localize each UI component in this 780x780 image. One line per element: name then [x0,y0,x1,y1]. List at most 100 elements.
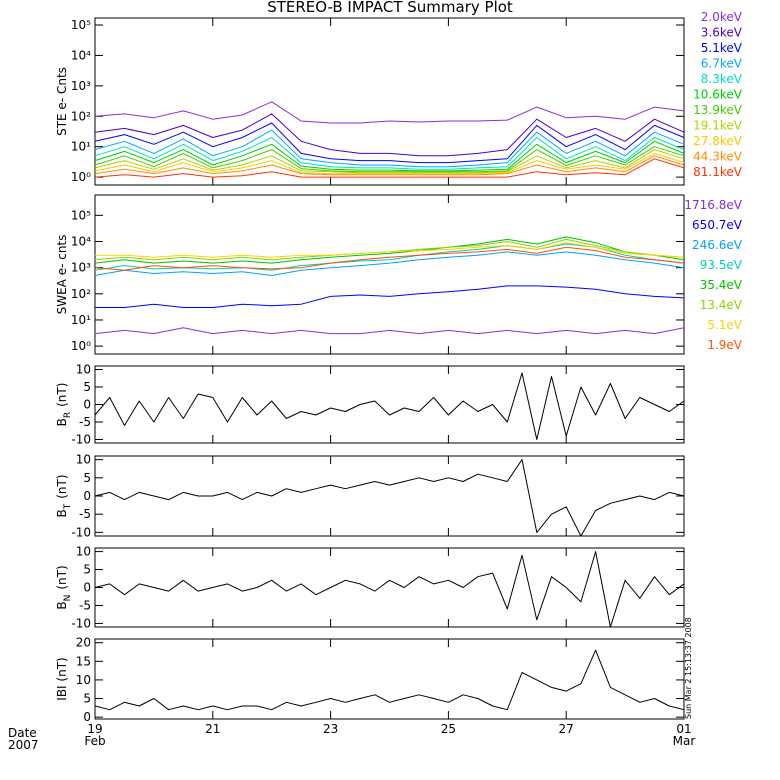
data-line [95,285,685,308]
y-tick-label: 0 [83,581,91,595]
x-tick-label: 23 [323,722,338,736]
y-tick-label: 20 [76,636,91,650]
data-line [94,236,685,264]
y-tick-label: 0 [83,710,91,724]
legend-entry: 27.8keV [693,134,743,148]
plot-frame [94,547,685,628]
data-line [94,251,685,276]
legend-entry: 44.3keV [693,150,743,164]
data-line [94,137,685,170]
data-line [94,152,685,175]
y-tick-label: 5 [83,563,91,577]
y-label-sub: R [63,412,73,418]
data-line [94,149,685,174]
y-label-sub: N [63,595,73,602]
y-label-main: IBI (nT) [55,657,69,700]
plot-frame [94,638,685,720]
y-tick-label: -10 [71,616,91,630]
data-line [94,459,685,537]
legend-entry: 13.4eV [700,298,743,312]
data-line [94,649,685,711]
y-tick-label: 5 [83,471,91,485]
data-line [94,146,685,173]
y-tick-label: 0 [83,398,91,412]
x-tick-label: 25 [441,722,456,736]
y-tick-label: 10⁰ [71,339,91,353]
y-tick-label: 10 [76,453,91,467]
legend-entry: 1.9eV [707,338,742,352]
y-tick-label: 10³ [71,79,91,93]
y-tick-label: -10 [71,525,91,539]
y-tick-label: 10 [76,673,91,687]
data-line [94,327,685,335]
y-tick-label: -5 [79,415,91,429]
y-tick-label: 10 [76,545,91,559]
timestamp: Sun Mar 2 15:13:37 2008 [684,617,693,719]
y-tick-label: 10⁵ [71,208,91,222]
plot-frame [94,455,685,537]
data-line [94,113,685,157]
data-line [94,122,685,164]
x-tick-label: 21 [205,722,220,736]
data-line [94,551,685,628]
y-tick-label: 10⁰ [71,170,91,184]
legend-entry: 35.4eV [700,278,743,292]
y-label-unit: (nT) [55,474,69,498]
data-line [94,155,685,176]
x-tick-sublabel: Mar [673,734,696,748]
y-axis-label: BR (nT) [55,383,73,427]
x-tick-label: 01 [676,722,691,736]
legend-entry: 10.6keV [693,88,743,102]
legend-entry: 8.3keV [701,72,743,86]
y-axis-label: STE e- Cnts [55,67,69,136]
y-tick-label: 0 [83,489,91,503]
legend-entry: 6.7keV [701,57,743,71]
y-tick-label: -5 [79,507,91,521]
date-label: Date [8,726,37,740]
y-tick-label: 10² [71,109,91,123]
data-line [94,129,685,168]
y-label-main: SWEA e- cnts [55,235,69,315]
y-tick-label: 10⁴ [71,235,91,249]
plot-frame [94,194,685,355]
y-axis-label: SWEA e- cnts [55,235,69,315]
y-tick-label: 10³ [71,261,91,275]
y-tick-label: 15 [76,654,91,668]
legend-entry: 246.6eV [692,238,743,252]
legend-entry: 2.0keV [701,10,743,24]
year-label: 2007 [8,738,39,752]
data-line [95,242,685,258]
legend-entry: 93.5eV [700,258,743,272]
legend-entry: 13.9keV [693,103,743,117]
legend-entry: 81.1keV [693,165,743,179]
data-line [94,101,685,124]
data-line [94,246,685,271]
data-line [94,372,685,440]
y-axis-label: BT (nT) [55,474,73,517]
legend-entry: 3.6keV [701,26,743,40]
data-line [94,158,685,178]
y-label-main: STE e- Cnts [55,67,69,136]
y-label-sub: T [63,503,73,510]
x-tick-label: 27 [559,722,574,736]
y-tick-label: 5 [83,692,91,706]
legend-entry: 5.1keV [701,41,743,55]
y-label-unit: (nT) [55,383,69,407]
plot-frame [94,365,685,444]
y-axis-label: IBI (nT) [55,657,69,700]
y-tick-label: 10⁵ [71,18,91,32]
legend-entry: 1716.8eV [684,198,742,212]
plot-frame [94,17,685,186]
y-label-main: B [55,601,69,609]
y-tick-label: 10⁴ [71,48,91,62]
x-tick-label: 19 [87,722,102,736]
plot-title: STEREO-B IMPACT Summary Plot [267,0,513,16]
x-tick-sublabel: Feb [84,734,105,748]
y-axis-label: BN (nT) [55,565,73,609]
legend-entry: 19.1keV [693,119,743,133]
y-tick-label: 10 [76,363,91,377]
y-label-unit: (nT) [55,565,69,589]
legend-entry: 650.7eV [692,218,743,232]
legend-entry: 5.1eV [707,318,742,332]
